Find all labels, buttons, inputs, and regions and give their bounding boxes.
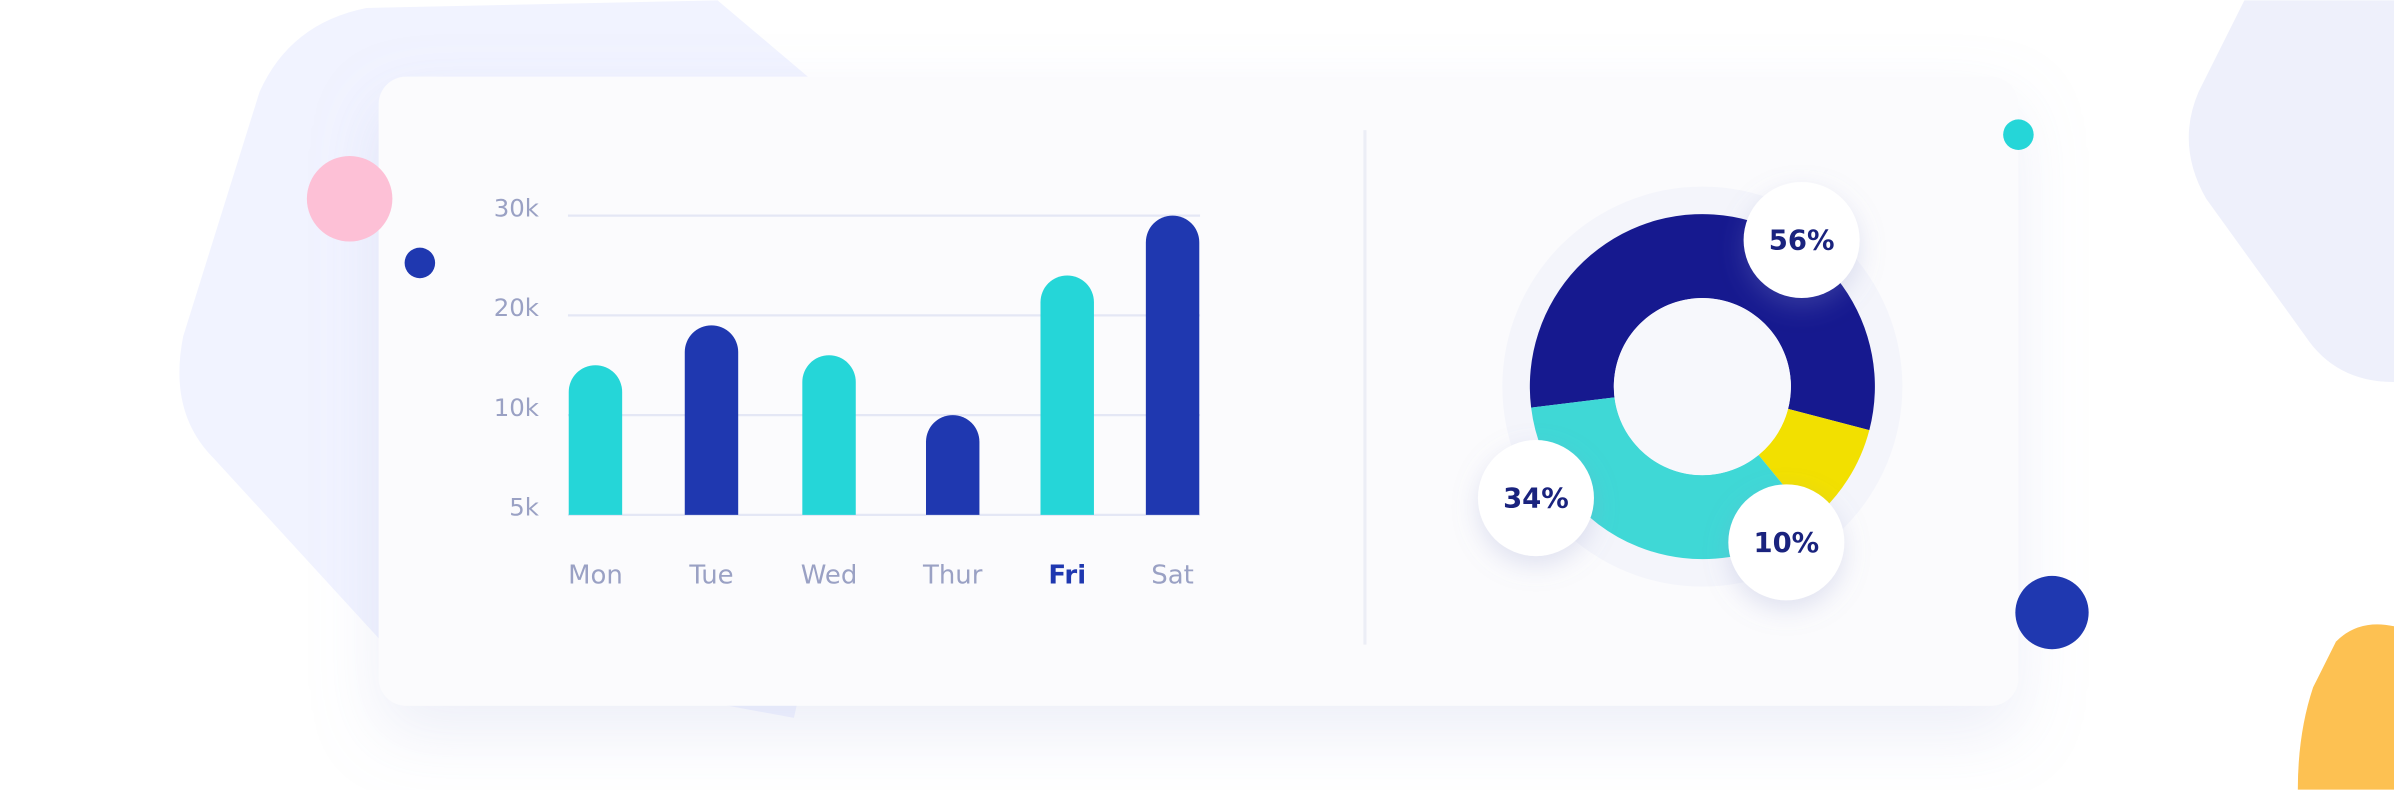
decor-dot	[2003, 119, 2034, 150]
y-tick-label: 5k	[509, 493, 540, 522]
bg-shape	[2188, 0, 2394, 383]
bar-chart: 5k 10k 20k 30k Mon Tue Wed Thur Fri Sat	[494, 193, 1201, 590]
y-tick-label: 30k	[494, 193, 540, 222]
label-bubble	[1477, 440, 1594, 557]
donut-chart: 56% 10% 34%	[1477, 182, 1875, 601]
value-label: 56%	[1769, 225, 1835, 257]
bar	[925, 415, 980, 515]
y-tick-label: 10k	[494, 393, 540, 422]
x-tick-label: Thur	[922, 560, 983, 590]
donut-hole	[1613, 298, 1791, 476]
label-bubble	[1728, 484, 1845, 601]
x-tick-label: Wed	[801, 560, 858, 590]
x-tick-label: Fri	[1048, 560, 1086, 590]
label-bubble	[1743, 182, 1860, 299]
decor-dot	[404, 247, 436, 279]
y-tick-label: 20k	[494, 293, 540, 322]
value-label: 34%	[1503, 483, 1569, 515]
decor-dot	[306, 156, 393, 242]
donut-segment	[1758, 408, 1870, 520]
x-tick-label: Sat	[1151, 560, 1194, 590]
x-tick-label: Mon	[568, 560, 623, 590]
bg-shape	[2297, 624, 2394, 790]
bar	[802, 355, 856, 515]
bar	[1040, 275, 1094, 515]
bar	[568, 365, 623, 515]
x-tick-label: Tue	[688, 560, 733, 590]
value-label: 10%	[1753, 527, 1819, 559]
bar	[1145, 215, 1200, 515]
decor-dot	[2015, 575, 2089, 650]
bar	[684, 325, 739, 515]
